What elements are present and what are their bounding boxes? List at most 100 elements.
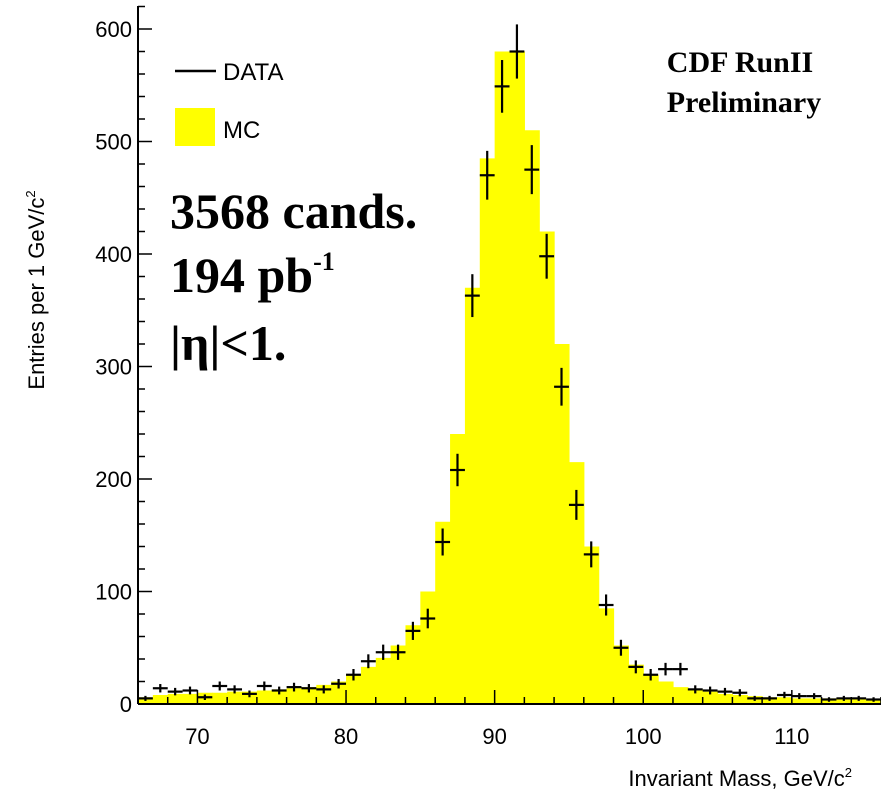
mc-bar xyxy=(658,681,674,704)
mc-bar xyxy=(286,688,303,704)
y-axis-title-text: Entries per 1 GeV/c xyxy=(24,198,49,390)
mc-bar xyxy=(271,689,288,705)
data-point xyxy=(405,621,421,640)
mc-bar xyxy=(598,608,615,705)
mc-histogram-layer xyxy=(138,51,881,705)
mc-bar xyxy=(435,521,451,704)
mc-bar xyxy=(776,697,793,704)
mc-bar xyxy=(360,666,377,705)
mc-bar xyxy=(524,130,540,704)
data-point xyxy=(450,453,465,487)
luminosity-annotation: 194 pb-1 xyxy=(170,247,335,303)
mc-bar xyxy=(420,591,436,704)
data-points-layer xyxy=(138,24,881,702)
mc-bar xyxy=(346,674,362,704)
mc-bar xyxy=(702,691,719,705)
mc-bar xyxy=(167,693,184,705)
data-point xyxy=(375,644,391,660)
data-point xyxy=(182,686,198,695)
mc-bar xyxy=(479,158,496,705)
data-point xyxy=(152,684,168,693)
y-tick-label: 100 xyxy=(95,580,132,605)
data-point xyxy=(791,693,807,700)
data-point xyxy=(836,695,852,701)
mc-bar xyxy=(628,664,644,705)
data-point xyxy=(464,274,480,318)
legend-mc-label: MC xyxy=(223,117,260,144)
data-point xyxy=(256,681,272,691)
x-tick-label: 100 xyxy=(625,724,662,749)
mc-bar xyxy=(450,434,466,704)
data-point xyxy=(643,669,659,681)
mc-bar xyxy=(375,657,392,705)
data-point xyxy=(539,233,555,279)
data-point xyxy=(821,697,837,702)
data-point xyxy=(212,681,228,691)
y-axis-title: Entries per 1 GeV/c2 xyxy=(23,190,49,389)
data-point xyxy=(851,695,867,701)
data-point xyxy=(658,662,673,676)
data-point xyxy=(717,687,733,696)
legend-data-label: DATA xyxy=(223,59,283,86)
data-point xyxy=(583,541,599,568)
legend: DATA MC xyxy=(175,59,283,146)
mc-bar xyxy=(717,693,733,705)
data-point xyxy=(762,695,777,701)
y-tick-label: 400 xyxy=(95,242,132,267)
data-point xyxy=(197,694,213,701)
data-point xyxy=(747,695,763,701)
mc-bar xyxy=(806,698,823,705)
data-point xyxy=(776,691,792,699)
legend-mc-swatch xyxy=(175,108,215,146)
x-axis-title: Invariant Mass, GeV/c2 xyxy=(628,765,852,791)
x-tick-label: 90 xyxy=(482,724,506,749)
mc-bar xyxy=(732,695,748,704)
mc-bar xyxy=(613,645,629,704)
mc-bar xyxy=(509,51,525,704)
mc-bar xyxy=(331,681,347,704)
data-point xyxy=(331,678,347,689)
y-tick-label: 500 xyxy=(95,130,132,155)
data-point xyxy=(227,685,243,694)
data-point xyxy=(479,150,495,200)
mc-bar xyxy=(494,51,511,704)
mc-bar xyxy=(836,699,852,704)
data-point xyxy=(732,689,748,697)
x-axis-title-text: Invariant Mass, GeV/c xyxy=(628,766,844,791)
x-tick-label: 70 xyxy=(185,724,209,749)
y-tick-label: 300 xyxy=(95,355,132,380)
data-point xyxy=(866,697,881,702)
mc-bar xyxy=(212,692,228,704)
data-point xyxy=(390,644,406,660)
data-point xyxy=(316,685,332,694)
preliminary-label: Preliminary xyxy=(667,86,821,119)
mc-bar xyxy=(301,687,317,705)
data-point xyxy=(494,60,510,113)
data-point xyxy=(360,654,376,669)
data-point xyxy=(301,684,317,693)
data-point xyxy=(435,528,451,556)
mc-bar xyxy=(464,287,481,704)
y-tick-label: 600 xyxy=(95,17,132,42)
data-point xyxy=(554,367,569,406)
luminosity-value: 194 pb xyxy=(170,247,313,303)
data-point xyxy=(138,695,153,701)
data-point xyxy=(242,690,257,698)
y-tick-label: 0 xyxy=(120,692,132,717)
x-tick-label: 80 xyxy=(334,724,358,749)
mc-bar xyxy=(256,690,273,704)
mc-bar xyxy=(554,344,570,704)
axis-ticks: 0 100 200 300 400 500 600 70 80 90 100 110 xyxy=(95,5,881,749)
data-point xyxy=(286,682,302,692)
mc-bar xyxy=(568,462,585,705)
data-point xyxy=(672,662,688,676)
data-point xyxy=(346,669,361,681)
mc-bar xyxy=(182,693,199,705)
experiment-label: CDF RunII xyxy=(667,46,813,79)
x-tick-label: 110 xyxy=(774,724,809,749)
data-point xyxy=(568,489,584,520)
mc-bar xyxy=(405,625,421,704)
mc-bar xyxy=(687,689,704,705)
mc-bar xyxy=(583,546,600,704)
